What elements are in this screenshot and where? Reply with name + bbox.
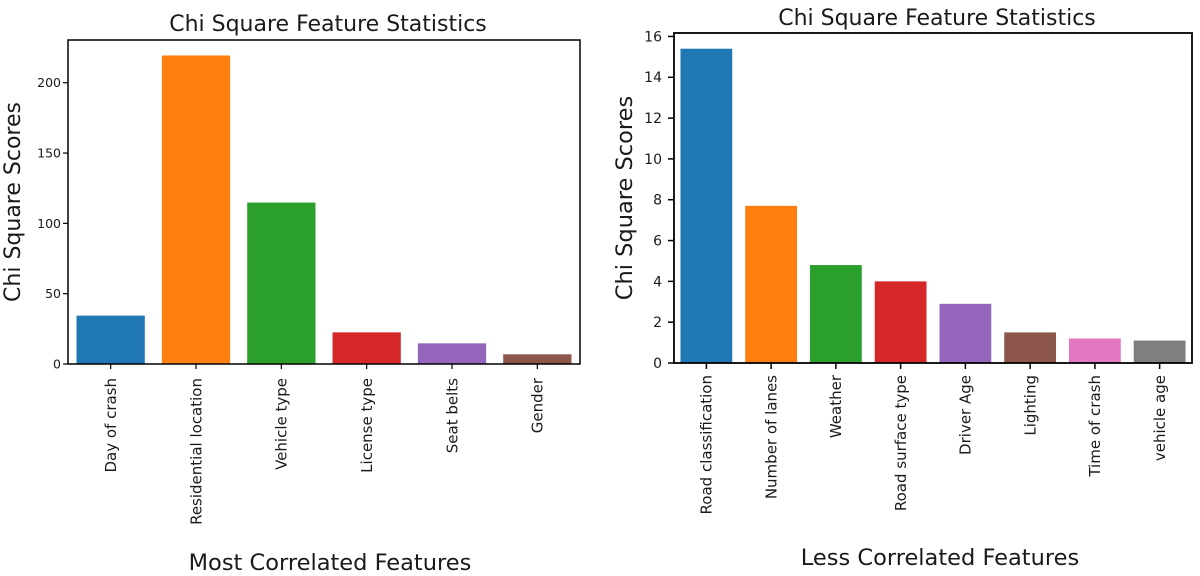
chart-title: Chi Square Feature Statistics — [169, 12, 487, 37]
y-axis-label: Chi Square Scores — [1, 102, 26, 302]
x-tick-label-number-of-lanes: Number of lanes — [762, 375, 780, 499]
x-tick-label-time-of-crash: Time of crash — [1086, 375, 1104, 478]
y-tick-label: 10 — [644, 152, 662, 168]
x-tick-label-lighting: Lighting — [1021, 375, 1039, 436]
y-tick-label: 4 — [653, 274, 662, 290]
x-tick-label-residential-location: Residential location — [187, 378, 205, 525]
bar-residential-location — [161, 55, 231, 364]
bar-day-of-crash — [76, 315, 145, 365]
x-tick-label-road-classification: Road classification — [698, 375, 716, 514]
bar-chart-svg: 0 2 4 6 8 10 12 14 16 Road classification Number o… — [612, 6, 1193, 571]
y-tick-label: 100 — [37, 216, 61, 231]
x-tick-label-weather: Weather — [827, 374, 845, 438]
bar-time-of-crash — [1068, 338, 1121, 363]
y-tick-label: 14 — [644, 70, 662, 86]
y-tick-label: 0 — [53, 356, 61, 371]
axes-spines — [673, 32, 1193, 364]
bar-chart-svg: 0 50 100 150 200 Day of crash Residential loca… — [1, 12, 581, 576]
x-axis-label: Less Correlated Features — [801, 545, 1079, 571]
y-tick-label: 200 — [37, 75, 61, 90]
bar-road-surface-type — [874, 281, 927, 363]
bar-license-type — [332, 332, 401, 364]
bar-road-classification — [680, 48, 733, 364]
x-tick-label-gender: Gender — [529, 377, 547, 433]
y-tick-label: 8 — [653, 193, 662, 209]
y-tick-label: 12 — [644, 111, 662, 127]
x-tick-label-seat-belts: Seat belts — [443, 378, 461, 453]
bar-driver-age — [939, 303, 992, 363]
less-correlated-chart: 0 2 4 6 8 10 12 14 16 Road classification Number o… — [600, 0, 1200, 576]
y-tick-label: 6 — [653, 233, 662, 249]
y-axis-label: Chi Square Scores — [612, 96, 638, 300]
y-tick-label: 2 — [653, 315, 662, 331]
x-tick-label-license-type: License type — [358, 378, 376, 473]
x-tick-label-vehicle-type: Vehicle type — [273, 378, 291, 470]
x-tick-label-driver-age: Driver Age — [957, 375, 975, 455]
x-tick-label-day-of-crash: Day of crash — [102, 378, 120, 473]
chart-title: Chi Square Feature Statistics — [778, 6, 1096, 31]
bar-gender — [503, 354, 572, 364]
x-tick-label-vehicle-age: vehicle age — [1151, 375, 1169, 461]
axes-spines — [67, 39, 581, 365]
bar-number-of-lanes — [745, 205, 798, 363]
y-tick-label: 50 — [45, 286, 61, 301]
bar-seat-belts — [417, 343, 487, 364]
y-tick-label: 150 — [37, 145, 61, 160]
bar-vehicle-age — [1133, 340, 1186, 363]
x-axis-label: Most Correlated Features — [189, 550, 472, 576]
bar-lighting — [1004, 332, 1057, 363]
x-tick-label-road-surface-type: Road surface type — [892, 375, 910, 511]
y-tick-label: 0 — [653, 356, 662, 372]
bar-weather — [809, 265, 862, 363]
bar-vehicle-type — [247, 202, 316, 364]
most-correlated-chart: 0 50 100 150 200 Day of crash Residential loca… — [1, 12, 581, 576]
y-tick-label: 16 — [644, 29, 662, 45]
